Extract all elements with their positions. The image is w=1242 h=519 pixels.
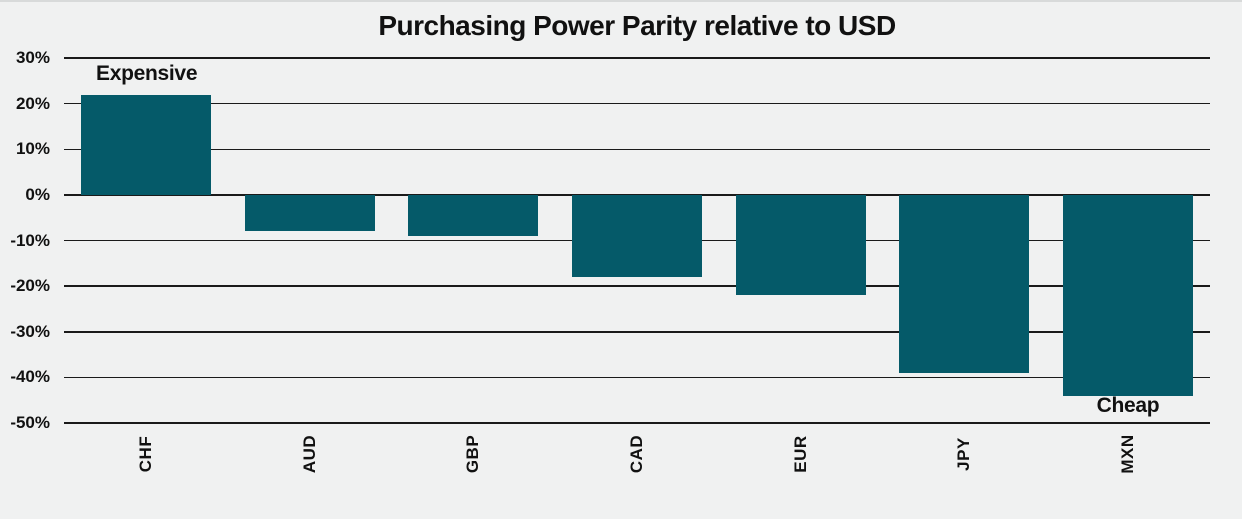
annotation-cheap: Cheap xyxy=(1096,394,1160,417)
x-axis-label-chf: CHF xyxy=(135,435,155,473)
y-axis-tick-label: -50% xyxy=(10,413,50,432)
y-axis-tick-label: 10% xyxy=(15,139,50,159)
bar-aud xyxy=(244,194,375,232)
x-axis-label-cad: CAD xyxy=(627,434,646,474)
bar-chf xyxy=(80,94,211,195)
bar-jpy xyxy=(899,194,1030,373)
bar-gbp xyxy=(408,194,539,236)
x-axis-label-jpy: JPY xyxy=(954,437,974,471)
y-axis-tick-label: 30% xyxy=(15,48,50,67)
y-axis-tick-label: -20% xyxy=(10,276,50,296)
x-axis-label-aud: AUD xyxy=(299,434,319,474)
bar-eur xyxy=(735,194,866,296)
annotation-expensive: Expensive xyxy=(96,62,198,85)
y-axis-tick-label: -30% xyxy=(10,321,50,341)
y-axis-tick-label: 0% xyxy=(25,184,50,204)
gridline xyxy=(64,422,1210,424)
y-axis-tick-label: -10% xyxy=(10,230,50,250)
gridline xyxy=(64,57,1210,59)
gridline xyxy=(64,331,1210,333)
bar-cad xyxy=(572,194,702,277)
gridline xyxy=(64,148,1210,150)
y-axis-tick-label: 20% xyxy=(15,93,50,113)
x-axis-label-gbp: GBP xyxy=(463,434,483,474)
bar-mxn xyxy=(1063,194,1194,396)
gridline xyxy=(64,376,1210,379)
x-axis-label-mxn: MXN xyxy=(1118,434,1138,474)
y-axis-tick-label: -40% xyxy=(10,367,50,387)
gridline xyxy=(64,285,1210,287)
x-axis-label-eur: EUR xyxy=(790,435,810,473)
chart-title: Purchasing Power Parity relative to USD xyxy=(378,10,896,41)
gridline xyxy=(64,102,1210,105)
